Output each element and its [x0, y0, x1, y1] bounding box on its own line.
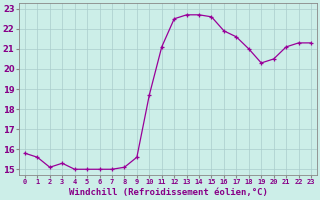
X-axis label: Windchill (Refroidissement éolien,°C): Windchill (Refroidissement éolien,°C) [68, 188, 268, 197]
